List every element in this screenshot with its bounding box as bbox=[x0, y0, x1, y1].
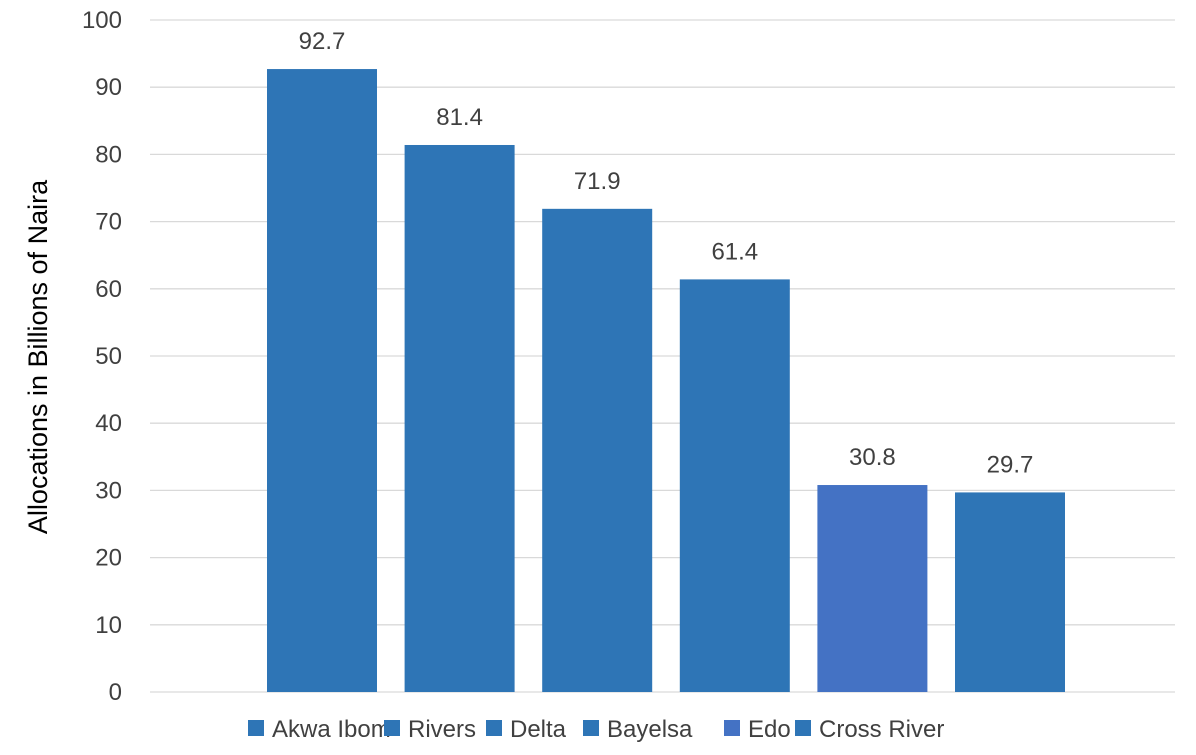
bar bbox=[817, 485, 928, 692]
y-tick-label: 100 bbox=[82, 7, 122, 34]
bar bbox=[679, 279, 790, 692]
legend-label: Akwa Ibom bbox=[272, 716, 391, 743]
y-tick-label: 70 bbox=[95, 209, 122, 236]
y-tick-label: 40 bbox=[95, 410, 122, 437]
y-tick-label: 0 bbox=[109, 679, 122, 706]
y-tick-label: 50 bbox=[95, 343, 122, 370]
legend-swatch bbox=[724, 720, 740, 736]
y-axis-title: Allocations in Billions of Naira bbox=[23, 179, 53, 534]
bar bbox=[955, 492, 1065, 692]
y-tick-label: 10 bbox=[95, 612, 122, 639]
legend-label: Cross River bbox=[819, 716, 944, 743]
legend-swatch bbox=[583, 720, 599, 736]
data-label: 71.9 bbox=[574, 168, 621, 195]
legend-label: Edo bbox=[748, 716, 791, 743]
legend-label: Rivers bbox=[408, 716, 476, 743]
data-label: 30.8 bbox=[849, 444, 896, 471]
data-labels: 92.7 81.4 71.9 61.4 30.8 29.7 bbox=[299, 28, 1034, 478]
legend-label: Bayelsa bbox=[607, 716, 693, 743]
data-label: 81.4 bbox=[436, 104, 483, 131]
bars bbox=[267, 69, 1065, 692]
y-tick-label: 30 bbox=[95, 477, 122, 504]
legend-swatch bbox=[795, 720, 811, 736]
data-label: 92.7 bbox=[299, 28, 346, 55]
legend: Akwa Ibom Rivers Delta Bayelsa Edo Cross Rive… bbox=[248, 716, 944, 743]
bar bbox=[404, 144, 515, 692]
legend-swatch bbox=[486, 720, 502, 736]
y-tick-label: 80 bbox=[95, 141, 122, 168]
y-axis-ticks: 0 10 20 30 40 50 60 70 80 90 100 bbox=[82, 7, 122, 706]
data-label: 29.7 bbox=[987, 451, 1034, 478]
data-label: 61.4 bbox=[711, 238, 758, 265]
legend-label: Delta bbox=[510, 716, 567, 743]
legend-swatch bbox=[248, 720, 264, 736]
bar bbox=[267, 69, 377, 692]
y-tick-label: 60 bbox=[95, 276, 122, 303]
y-tick-label: 20 bbox=[95, 545, 122, 572]
bar bbox=[542, 208, 653, 692]
y-tick-label: 90 bbox=[95, 74, 122, 101]
legend-swatch bbox=[384, 720, 400, 736]
